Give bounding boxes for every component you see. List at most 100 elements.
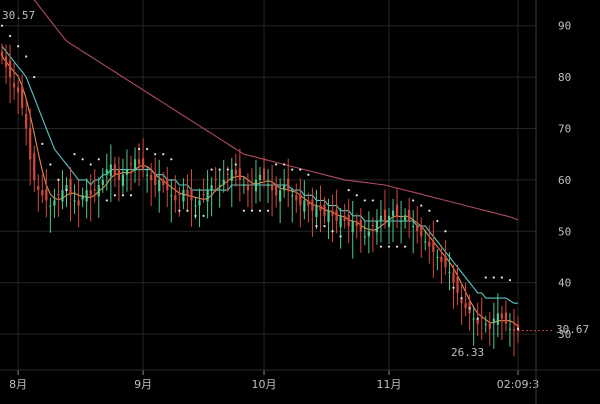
sar-dot: [218, 168, 221, 171]
sar-dot: [258, 209, 262, 212]
candle: [117, 156, 121, 202]
candle: [488, 311, 491, 346]
candle: [137, 143, 141, 187]
candle: [347, 198, 350, 244]
candle: [279, 178, 282, 224]
candle: [428, 225, 431, 264]
candle: [33, 145, 36, 193]
candle: [500, 305, 503, 341]
candle: [230, 157, 233, 208]
x-tick-label: 9月: [134, 378, 152, 391]
candle: [41, 174, 44, 203]
y-tick-label: 70: [558, 122, 571, 135]
sar-dot: [420, 204, 423, 207]
sar-dot: [468, 307, 471, 310]
candle: [275, 176, 278, 208]
candle: [291, 187, 294, 223]
candle: [432, 220, 435, 279]
candle: [206, 170, 209, 219]
sar-dot: [25, 55, 28, 58]
candle: [246, 173, 250, 208]
candle: [379, 199, 383, 243]
sar-dot: [291, 168, 294, 171]
candle: [242, 177, 245, 194]
sar-dot: [170, 158, 173, 161]
candle: [383, 189, 387, 229]
candle: [49, 197, 52, 233]
candle: [89, 174, 92, 222]
sar-dot: [121, 194, 125, 197]
candle: [408, 197, 411, 238]
sar-dot: [355, 194, 358, 197]
sar-dot: [105, 199, 108, 202]
candle: [404, 208, 407, 229]
candle: [327, 198, 330, 239]
candle: [162, 172, 165, 193]
sar-dot: [41, 142, 44, 145]
sar-dot: [508, 278, 512, 282]
sar-dot: [363, 199, 366, 202]
candle: [375, 209, 379, 245]
candle: [150, 162, 153, 207]
candle: [186, 174, 189, 213]
sar-dot: [65, 189, 68, 192]
sar-dot: [323, 225, 326, 228]
candle: [97, 177, 100, 218]
candle: [4, 44, 8, 84]
candle: [174, 175, 177, 213]
candle: [303, 180, 306, 220]
x-tick-label: 10月: [252, 378, 277, 391]
candle: [387, 208, 391, 245]
y-tick-label: 90: [558, 20, 571, 33]
sar-dot: [500, 276, 503, 279]
candle: [355, 213, 358, 239]
candle: [480, 297, 483, 341]
sar-dot: [484, 276, 487, 279]
candle: [359, 208, 362, 253]
sar-dot: [339, 235, 342, 238]
sar-dot: [412, 199, 415, 202]
parabolic-sar-dots: [0, 24, 520, 330]
sar-dot: [315, 225, 318, 228]
sar-dot: [460, 296, 463, 300]
sar-dot: [250, 209, 254, 212]
last-price-label: 30.67: [556, 323, 589, 336]
sar-dot: [129, 194, 133, 197]
sar-dot: [162, 153, 165, 156]
sar-dot: [234, 163, 237, 166]
sar-dot: [492, 276, 495, 279]
candle: [73, 184, 76, 214]
candle: [464, 283, 467, 317]
candle: [468, 294, 471, 331]
candle: [391, 198, 395, 243]
candle: [178, 186, 181, 217]
candle: [158, 159, 161, 213]
candle: [182, 178, 185, 210]
sar-dot: [371, 199, 374, 202]
sar-dot: [275, 163, 278, 166]
sar-dot: [57, 178, 60, 181]
candle: [17, 79, 20, 115]
moving-averages: [1, 0, 519, 327]
sar-dot: [8, 34, 12, 38]
candle: [363, 220, 366, 246]
candle: [214, 167, 217, 193]
candle: [218, 169, 221, 208]
candle: [0, 43, 4, 65]
sar-dot: [428, 209, 431, 212]
candle: [37, 174, 40, 212]
sar-dot: [283, 163, 286, 166]
candle: [234, 153, 237, 188]
y-tick-label: 40: [558, 277, 571, 290]
sar-dot: [404, 245, 407, 248]
candle: [412, 210, 415, 254]
candle: [399, 200, 403, 244]
candle: [45, 169, 48, 218]
sar-dot: [266, 209, 270, 212]
ma-long-line: [33, 0, 519, 221]
candle: [440, 245, 443, 284]
candle: [484, 316, 487, 333]
sar-dot: [73, 153, 76, 156]
